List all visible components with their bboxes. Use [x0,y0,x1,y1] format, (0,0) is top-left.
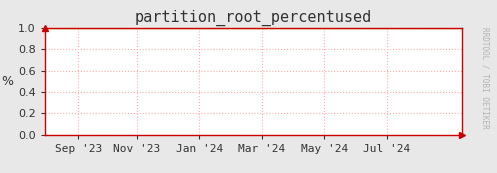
Y-axis label: %: % [1,75,13,88]
Title: partition_root_percentused: partition_root_percentused [135,10,372,26]
Text: RRDTOOL / TOBI OETIKER: RRDTOOL / TOBI OETIKER [480,27,489,129]
